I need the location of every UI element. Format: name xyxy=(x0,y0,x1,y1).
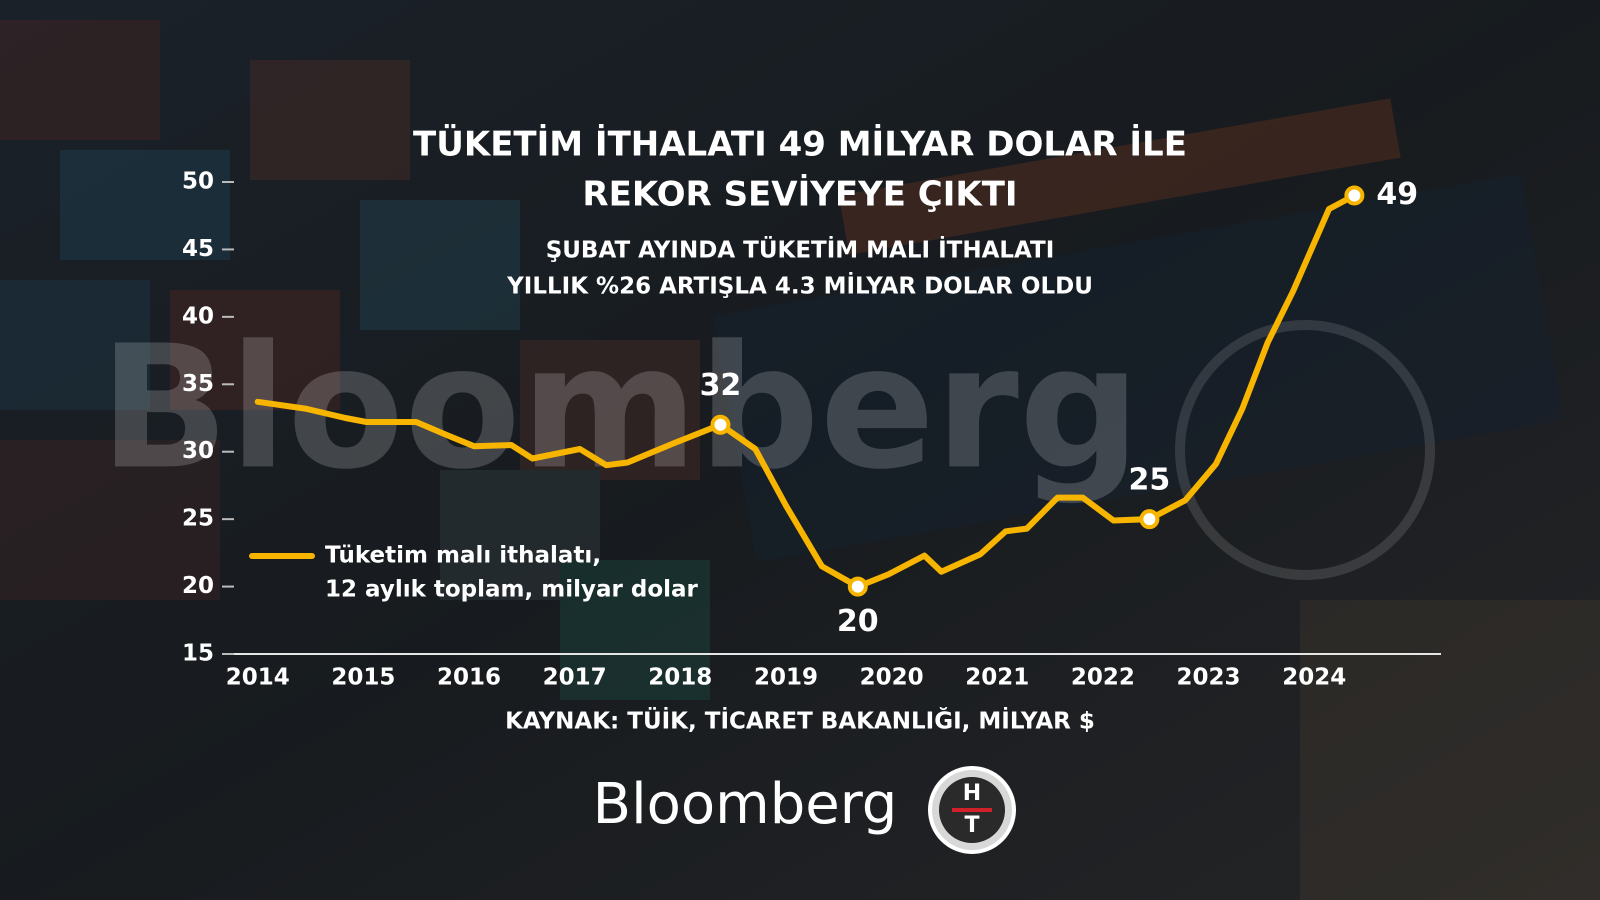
x-tick-label: 2014 xyxy=(226,665,290,691)
y-tick-label: 35 xyxy=(182,371,214,397)
x-tick-label: 2024 xyxy=(1282,665,1346,691)
x-tick-label: 2016 xyxy=(437,665,501,691)
x-tick-label: 2015 xyxy=(331,665,395,691)
data-point xyxy=(710,414,731,435)
y-tick-label: 30 xyxy=(182,438,214,464)
x-tick-label: 2018 xyxy=(648,665,712,691)
watermark: Bloomberg xyxy=(99,309,1140,507)
data-label: 32 xyxy=(700,368,742,403)
y-tick-label: 40 xyxy=(182,303,214,329)
footer-logo: Bloomberg xyxy=(593,772,898,837)
watermark-badge xyxy=(1175,320,1435,580)
y-tick-label: 20 xyxy=(182,573,214,599)
chart-title: REKOR SEVİYEYE ÇIKTI xyxy=(582,174,1017,215)
y-tick-label: 45 xyxy=(182,236,214,262)
x-tick-label: 2019 xyxy=(754,665,818,691)
data-point xyxy=(1139,509,1160,530)
x-tick-label: 2023 xyxy=(1177,665,1241,691)
x-tick-label: 2020 xyxy=(860,665,924,691)
chart-title: TÜKETİM İTHALATI 49 MİLYAR DOLAR İLE xyxy=(413,124,1187,165)
source: KAYNAK: TÜİK, TİCARET BAKANLIĞI, MİLYAR … xyxy=(505,707,1095,735)
data-label: 25 xyxy=(1129,463,1171,498)
y-tick-label: 15 xyxy=(182,641,214,667)
data-point xyxy=(847,576,868,597)
x-tick-label: 2021 xyxy=(965,665,1029,691)
y-tick-label: 50 xyxy=(182,169,214,195)
y-tick-label: 25 xyxy=(182,506,214,532)
badge-letter: H xyxy=(963,781,981,806)
footer-badge: H T xyxy=(928,766,1016,854)
legend-label: Tüketim malı ithalatı, xyxy=(325,543,601,569)
data-label: 49 xyxy=(1376,177,1418,212)
chart-subtitle: YILLIK %26 ARTIŞLA 4.3 MİLYAR DOLAR OLDU xyxy=(506,272,1093,300)
legend-label: 12 aylık toplam, milyar dolar xyxy=(325,577,699,603)
x-tick-label: 2017 xyxy=(543,665,607,691)
chart-subtitle: ŞUBAT AYINDA TÜKETİM MALI İTHALATI xyxy=(546,236,1055,264)
data-point xyxy=(1344,185,1365,206)
x-tick-label: 2022 xyxy=(1071,665,1135,691)
data-label: 20 xyxy=(837,604,879,639)
badge-letter: T xyxy=(964,813,979,838)
